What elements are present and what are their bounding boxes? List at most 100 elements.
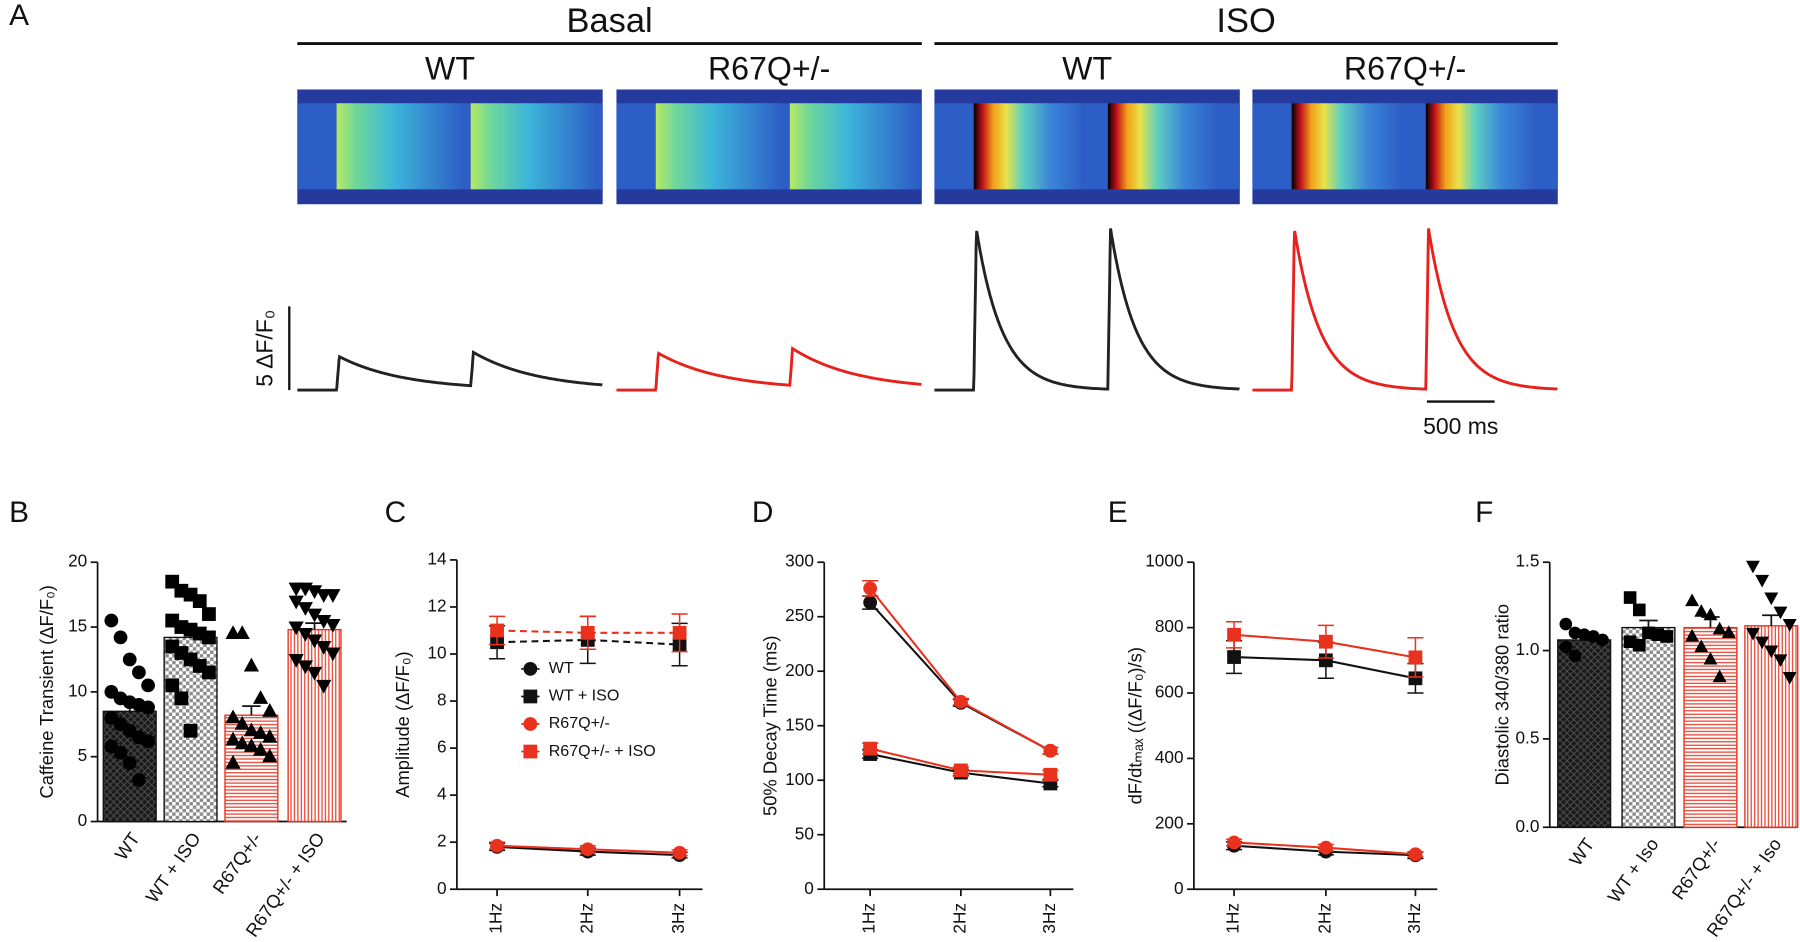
data-point bbox=[141, 678, 155, 693]
y-axis-label: Amplitude (ΔF/F₀) bbox=[392, 651, 413, 797]
data-point bbox=[253, 725, 269, 739]
data-point bbox=[1408, 847, 1423, 862]
x-tick-label: WT bbox=[1565, 834, 1599, 869]
y-tick-label: 300 bbox=[785, 551, 814, 571]
y-tick-label: 1.5 bbox=[1515, 551, 1539, 571]
y-tick-label: 150 bbox=[785, 714, 814, 734]
data-point bbox=[1694, 639, 1709, 653]
y-tick-label: 4 bbox=[437, 784, 447, 804]
y-axis-label: Diastolic 340/380 ratio bbox=[1492, 604, 1513, 786]
data-point bbox=[672, 845, 687, 860]
data-point bbox=[262, 748, 278, 763]
data-point bbox=[183, 723, 198, 738]
data-point bbox=[316, 640, 332, 655]
data-point bbox=[580, 842, 595, 857]
data-point bbox=[1755, 636, 1770, 650]
legend-marker bbox=[523, 689, 538, 704]
data-point bbox=[132, 773, 146, 787]
calcium-trace bbox=[1252, 228, 1558, 392]
data-point bbox=[1227, 650, 1241, 664]
data-point bbox=[202, 665, 216, 680]
data-point bbox=[1319, 840, 1333, 855]
data-point bbox=[165, 678, 180, 693]
data-point bbox=[234, 735, 250, 750]
data-point bbox=[325, 647, 341, 662]
data-point bbox=[1319, 653, 1333, 668]
legend-label: R67Q+/- bbox=[549, 714, 610, 732]
data-point bbox=[202, 630, 216, 645]
column-label: R67Q+/- bbox=[708, 51, 830, 87]
data-point bbox=[288, 653, 304, 668]
legend-marker bbox=[523, 662, 538, 676]
x-tick-label: 3Hz bbox=[668, 903, 688, 934]
x-tick-label: R67Q+/- bbox=[208, 828, 265, 897]
scale-label-x: 500 ms bbox=[1423, 413, 1498, 439]
x-tick-label: 3Hz bbox=[1039, 903, 1059, 934]
data-point bbox=[1703, 651, 1718, 665]
data-point bbox=[306, 634, 323, 649]
x-tick-label: WT + Iso bbox=[1603, 834, 1662, 906]
data-point bbox=[490, 623, 504, 638]
y-tick-label: 0.0 bbox=[1515, 816, 1539, 836]
data-point bbox=[863, 595, 878, 610]
data-point bbox=[325, 618, 341, 633]
data-point bbox=[316, 679, 332, 694]
y-tick-label: 12 bbox=[427, 596, 446, 616]
y-tick-label: 10 bbox=[68, 680, 87, 700]
data-point bbox=[288, 621, 304, 636]
data-point bbox=[1559, 617, 1573, 631]
y-tick-label: 1000 bbox=[1145, 551, 1183, 571]
data-point bbox=[1043, 743, 1058, 758]
data-point bbox=[863, 581, 878, 596]
data-point bbox=[174, 691, 189, 706]
data-point bbox=[1685, 628, 1700, 642]
data-point bbox=[1703, 607, 1718, 621]
y-tick-label: 14 bbox=[427, 548, 447, 568]
y-tick-label: 400 bbox=[1155, 747, 1184, 767]
data-point bbox=[243, 722, 259, 737]
data-point bbox=[253, 690, 269, 704]
data-point bbox=[953, 694, 968, 709]
data-point bbox=[863, 741, 878, 756]
data-point bbox=[104, 613, 119, 628]
data-point bbox=[1559, 640, 1573, 654]
x-tick-label: 2Hz bbox=[1314, 903, 1334, 934]
data-point bbox=[234, 625, 250, 640]
y-tick-label: 1.0 bbox=[1515, 639, 1539, 659]
y-tick-label: 200 bbox=[1155, 812, 1184, 832]
series-line bbox=[869, 587, 1051, 752]
data-point bbox=[122, 652, 137, 667]
y-axis-label: dF/dtₘₐₓ ((ΔF/F₀)/s) bbox=[1124, 647, 1145, 804]
y-tick-label: 0 bbox=[804, 878, 814, 898]
data-point bbox=[113, 630, 128, 645]
data-point bbox=[1764, 645, 1779, 659]
data-point bbox=[1745, 560, 1760, 574]
data-point bbox=[1694, 604, 1709, 617]
data-point bbox=[297, 628, 313, 642]
data-point bbox=[1773, 606, 1788, 620]
y-tick-label: 600 bbox=[1155, 682, 1184, 702]
x-tick-label: 1Hz bbox=[1223, 903, 1243, 934]
x-tick-label: 1Hz bbox=[486, 903, 506, 934]
data-point bbox=[1408, 671, 1423, 686]
linescan-transient bbox=[789, 103, 917, 190]
legend-label: R67Q+/- + ISO bbox=[549, 742, 656, 760]
column-label: R67Q+/- bbox=[1344, 51, 1466, 87]
y-tick-label: 8 bbox=[437, 690, 447, 710]
y-tick-label: 5 bbox=[78, 745, 88, 765]
calcium-trace bbox=[616, 346, 922, 392]
data-point bbox=[1043, 767, 1058, 782]
group-label: ISO bbox=[1216, 2, 1275, 40]
legend-marker bbox=[523, 744, 538, 759]
panel-letter: D bbox=[752, 496, 774, 529]
data-point bbox=[225, 754, 241, 769]
column-label: WT bbox=[1062, 51, 1112, 87]
y-axis-label: Caffeine Transient (ΔF/F₀) bbox=[36, 585, 57, 798]
y-tick-label: 0 bbox=[78, 810, 88, 830]
data-point bbox=[1782, 672, 1797, 685]
y-tick-label: 0 bbox=[437, 878, 447, 898]
calcium-trace bbox=[934, 228, 1240, 392]
bar bbox=[1621, 626, 1676, 828]
x-tick-label: WT bbox=[110, 828, 144, 863]
panel-letter: C bbox=[385, 496, 407, 529]
